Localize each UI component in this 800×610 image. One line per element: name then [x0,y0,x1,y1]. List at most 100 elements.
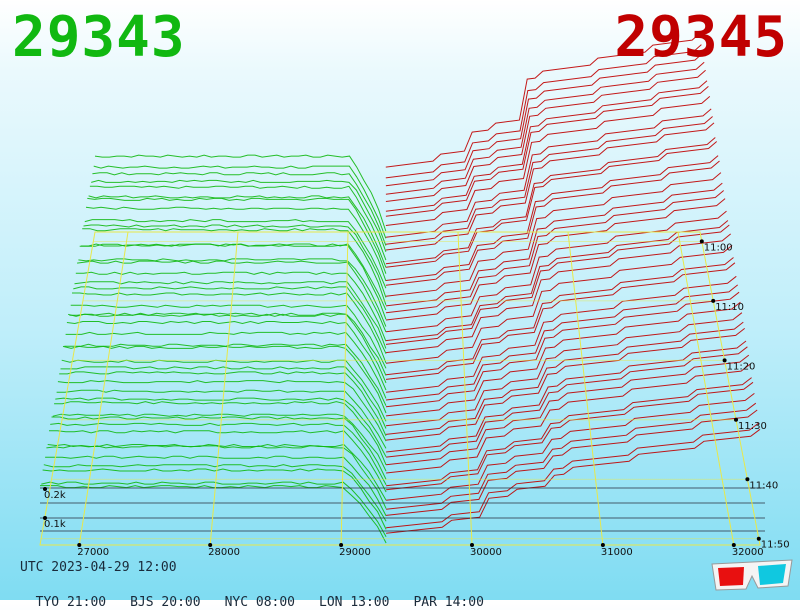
bid-depth-line [91,179,387,252]
bid-depth-line [89,185,387,261]
ask-depth-line [385,141,718,268]
bid-depth-line [84,219,387,289]
timezone-row: TYO 21:00 BJS 20:00 NYC 08:00 LON 13:00 PAR … [20,580,508,610]
ask-depth-line [385,210,727,333]
bid-depth-line [46,445,387,509]
bid-depth-line [60,366,387,429]
axis-labels: 27000 28000 29000 30000 31000 32000 11:00 11:10… [44,242,790,558]
time-tick-label: 11:50 [761,540,790,551]
ask-depth-line [385,190,725,314]
ask-depth-line [385,52,704,187]
ask-depth-line [385,262,736,380]
ask-depth-line [385,61,705,195]
ask-depth-line [385,220,729,342]
ask-depth-line [385,122,715,251]
timezone-nyc: NYC 08:00 [224,595,296,610]
timezone-lon: LON 13:00 [319,595,390,610]
ask-depth-line [385,116,713,245]
time-tick-dot [711,298,716,303]
price-tick-label: 32000 [732,547,764,558]
ask-price: 29345 [614,5,788,70]
bid-depth-line [74,281,387,349]
price-gridline [78,231,129,546]
ask-depth-line [386,393,755,501]
bid-depth-line [42,468,387,530]
ask-depth-line [385,32,701,168]
price-gridline [209,231,239,546]
bid-depth-line [69,312,387,376]
bid-depth-line [87,197,387,274]
price-tick-label: 27000 [77,547,109,558]
bid-depth-line [75,271,387,342]
bid-depth-line [92,172,387,246]
bid-depth-line [41,481,387,537]
bid-depth-line [59,371,387,437]
depth-tick-dot [43,516,47,520]
time-tick-dot [699,239,704,244]
bid-depth-line [66,320,387,391]
ask-depth-line [385,86,709,217]
3d-glasses-icon[interactable] [708,556,794,592]
ask-depth-line [385,291,740,408]
bid-depth-line [82,228,387,305]
price-tick-label: 31000 [601,547,633,558]
time-tick-dot [722,358,727,363]
bid-depth-line [61,359,387,422]
ask-depth-line [386,428,761,534]
ask-depth-line [385,321,744,435]
bid-depth-line [62,345,387,414]
bid-depth-line [43,464,387,522]
bid-depth-line [51,416,387,480]
timezone-par: PAR 14:00 [413,595,484,610]
bid-depth-line [78,258,387,327]
bid-depth-line [45,455,387,517]
price-tick-dot [731,543,736,547]
ask-depth-line [385,198,726,321]
ask-depth-line [385,245,733,364]
bid-price: 29343 [12,5,186,70]
timezone-bjs: BJS 20:00 [130,595,201,610]
bid-depth-line [73,286,387,354]
ask-depth-line [385,257,734,376]
bid-depth-line [77,260,387,333]
chart-floor-frame [39,231,761,546]
depth-tick-label: 0.1k [44,519,66,530]
price-tick-dot [600,543,605,547]
ask-depth-line [386,409,758,516]
ask-depth-line [386,363,751,474]
bid-depth-line [67,313,387,384]
price-gridline [567,231,604,546]
bid-depth-line [65,331,387,399]
time-tick-label: 11:00 [704,242,733,253]
bid-depth-line [54,401,387,466]
price-tick-dot [339,543,344,547]
bid-depth-line [56,389,387,449]
utc-time: UTC 2023-04-29 12:00 [20,560,177,575]
price-tick-label: 29000 [339,547,371,558]
timezone-tyo: TYO 21:00 [35,595,107,610]
ask-depth-line [385,301,741,417]
ask-depth-line [385,155,719,281]
ask-depth-line [385,96,711,226]
ask-depth-line [385,182,723,307]
ask-depth-line [385,69,706,202]
bid-depth-line [80,243,387,311]
bid-depth-line [55,397,387,457]
chart-grid [39,231,765,547]
bid-depth-line [88,195,387,268]
ask-depth-line [386,346,748,458]
time-tick-label: 11:30 [738,421,767,432]
bid-depth-line [57,380,387,442]
price-tick-label: 28000 [208,547,240,558]
ask-depth-line [385,44,702,179]
ask-depth-line [385,172,722,297]
price-tick-dot [208,543,213,547]
ask-depth-line [385,312,743,427]
bid-depth-line [70,304,387,369]
price-tick-label: 30000 [470,547,502,558]
depth-surface [40,32,761,544]
depth-tick-dot [43,487,47,491]
bid-depth-line [85,206,387,282]
time-tick-dot [756,536,761,541]
ask-depth-line [385,137,716,265]
